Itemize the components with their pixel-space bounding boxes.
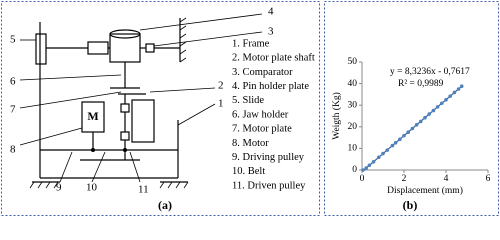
legend-item: 11. Driven pulley	[232, 180, 306, 191]
caption: (b)	[403, 198, 418, 212]
point	[361, 168, 365, 172]
legend-item: 6. Jaw holder	[232, 109, 289, 120]
figure: 1. Frame 2. Motor plate shaft 3. Comparato…	[1, 1, 499, 216]
y-tick-label: 40	[348, 79, 358, 89]
point	[456, 87, 461, 91]
point	[435, 105, 440, 109]
point	[390, 143, 395, 148]
callout-number: 5	[10, 34, 16, 46]
point	[419, 119, 423, 124]
point	[427, 112, 432, 116]
point	[444, 98, 448, 102]
point	[459, 84, 464, 88]
y-tick-label: 20	[348, 122, 358, 132]
legend-item: 2. Motor plate shaft	[232, 53, 315, 64]
x-axis-label: Displacement (mm)	[387, 185, 463, 196]
point	[367, 163, 372, 168]
point	[364, 166, 369, 170]
y-tick-label: 50	[348, 57, 358, 67]
legend-item: 3. Comparator	[232, 67, 293, 78]
legend-item: 4. Pin holder plate	[232, 81, 309, 92]
legend-item: 8. Motor	[232, 138, 269, 149]
callout-number: 11	[138, 184, 149, 196]
callout-number: 10	[86, 182, 98, 194]
r-squared: R² = 0,9989	[398, 79, 444, 89]
callout-number: 8	[10, 144, 16, 156]
callout-number: 3	[268, 26, 274, 38]
point	[440, 101, 444, 106]
x-tick-label: 0	[360, 174, 365, 184]
callout-number: 7	[10, 104, 16, 116]
diagram-texts: 1. Frame 2. Motor plate shaft 3. Comparato…	[10, 6, 315, 212]
point	[385, 148, 390, 152]
callout-number: 4	[268, 6, 274, 18]
equation: y = 8,3236x - 0,7617	[390, 67, 470, 77]
legend-item: 10. Belt	[232, 166, 265, 177]
chart: 0 10 20 30 40 50 0 2 4 6 Displacement (mm) Weigth (…	[331, 57, 490, 212]
point	[423, 115, 427, 120]
legend-item: 9. Driving pulley	[232, 152, 305, 163]
point	[448, 94, 453, 98]
point	[381, 151, 385, 156]
x-tick-label: 4	[444, 174, 449, 184]
x-tick-label: 2	[402, 174, 407, 184]
panel-a-border	[1, 1, 320, 216]
motor-label: M	[87, 109, 98, 123]
y-tick-label: 0	[352, 165, 357, 175]
legend-item: 5. Slide	[232, 95, 264, 106]
callout-number: 6	[10, 76, 16, 88]
point	[402, 133, 406, 138]
mechanism	[19, 13, 263, 189]
panel-b-border	[324, 1, 499, 216]
point	[414, 123, 419, 127]
callout-number: 2	[218, 80, 224, 92]
legend-item: 1. Frame	[232, 38, 270, 49]
point	[452, 90, 457, 95]
point	[393, 140, 398, 145]
point	[371, 159, 376, 164]
x-tick-label: 6	[486, 174, 491, 184]
point	[406, 130, 411, 134]
y-tick-label: 10	[348, 144, 358, 154]
y-axis-label: Weigth (Kg)	[331, 92, 342, 140]
callout-number: 1	[218, 98, 224, 110]
y-tick-label: 30	[348, 100, 358, 110]
point	[377, 155, 381, 160]
point	[431, 108, 436, 113]
point	[398, 137, 402, 142]
point	[410, 126, 415, 131]
legend-item: 7. Motor plate	[232, 124, 292, 135]
caption: (a)	[158, 198, 172, 212]
callout-number: 9	[56, 182, 62, 194]
